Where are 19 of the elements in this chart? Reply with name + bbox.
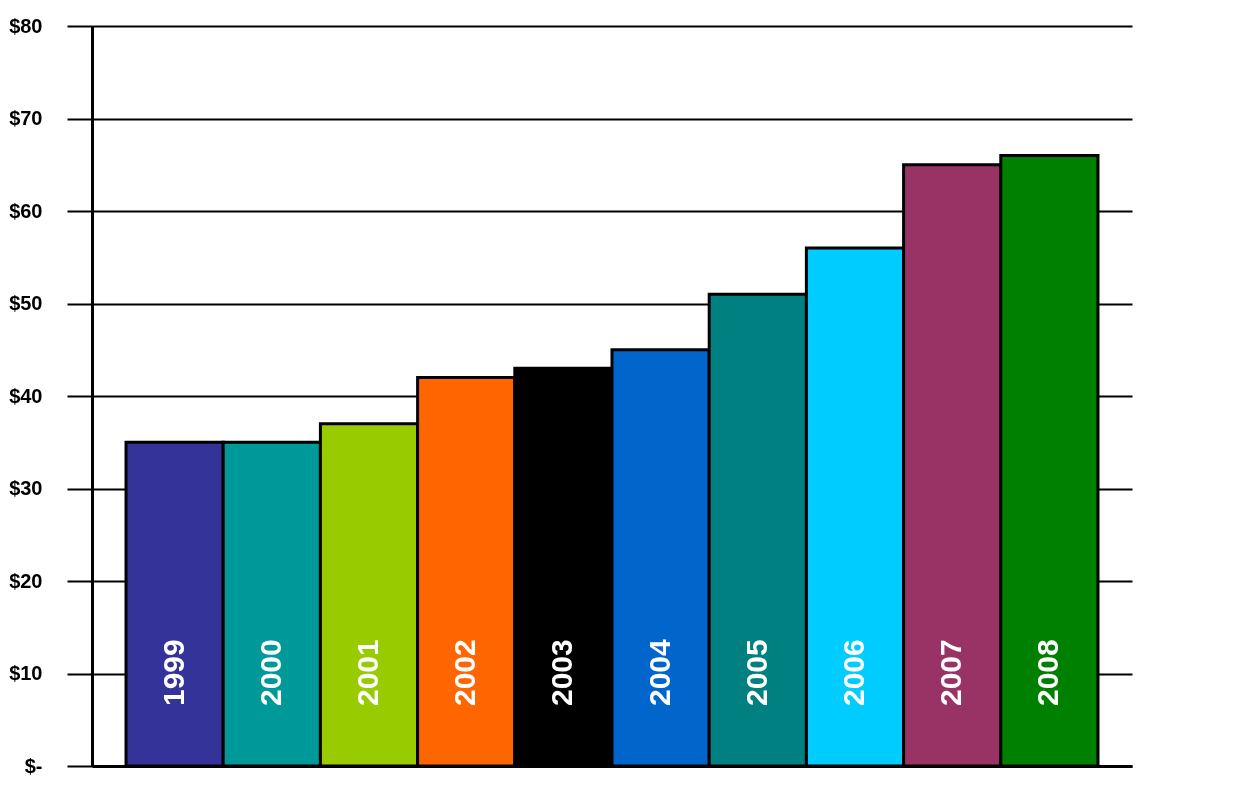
x-tick-label: 2003	[545, 639, 579, 706]
x-tick-label: 2000	[253, 639, 287, 706]
x-tick-label: 2006	[836, 639, 870, 706]
y-tick-label: $20	[9, 569, 43, 592]
y-tick-label: $-	[24, 754, 43, 777]
y-tick-label: $40	[9, 384, 43, 407]
y-tick-label: $60	[9, 199, 43, 222]
x-tick-label: 2007	[934, 639, 968, 706]
y-tick-label: $10	[9, 662, 43, 684]
x-tick-label: 2005	[739, 639, 773, 706]
y-tick-label: $50	[9, 292, 43, 314]
x-tick-label: 2002	[448, 639, 482, 706]
y-tick-label: $30	[9, 477, 43, 499]
y-tick-label: $70	[9, 107, 43, 129]
x-tick-label: 2004	[642, 638, 676, 706]
y-tick-label: $80	[9, 14, 43, 37]
x-tick-label: 2008	[1031, 639, 1065, 706]
x-tick-label: 2001	[351, 639, 385, 706]
x-tick-label: 1999	[156, 639, 190, 706]
